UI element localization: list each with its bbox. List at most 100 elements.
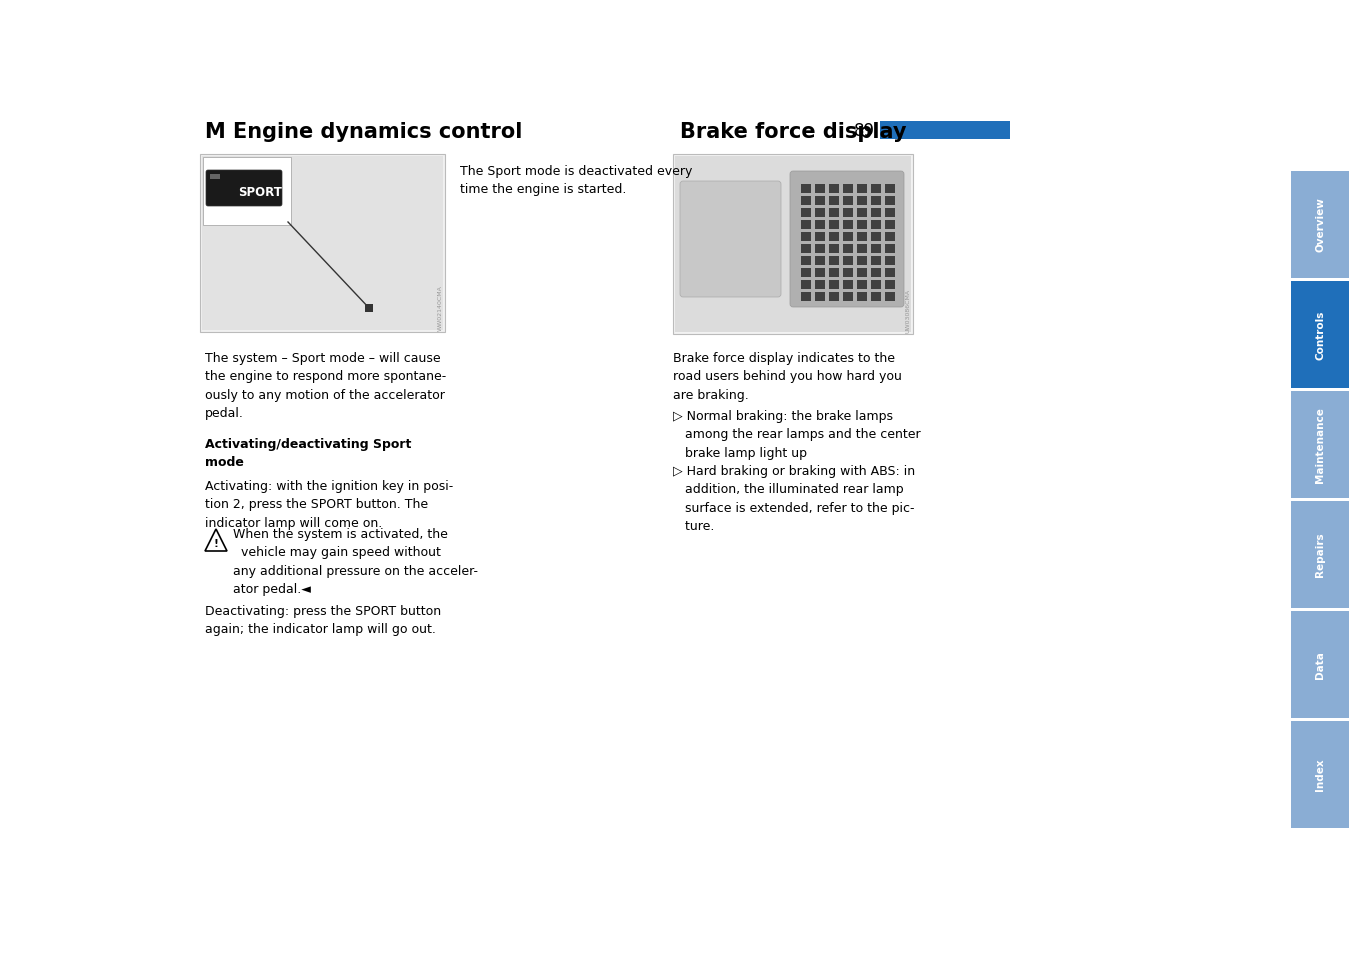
Bar [871,209,881,218]
Bar [885,256,894,266]
Text: The Sport mode is deactivated every
time the engine is started.: The Sport mode is deactivated every time… [459,165,692,195]
Text: Controls: Controls [1315,310,1325,359]
Bar [857,196,867,206]
Bar [843,196,852,206]
Bar [857,269,867,277]
Bar [200,154,444,333]
Text: Maintenance: Maintenance [1315,407,1325,482]
Bar [1292,172,1350,278]
Bar [815,221,825,230]
Bar [857,245,867,253]
Bar [843,221,852,230]
Bar [830,185,839,193]
Text: Index: Index [1315,758,1325,790]
Bar [815,281,825,290]
Bar [365,305,373,313]
Text: SPORT: SPORT [238,185,282,198]
Bar [885,196,894,206]
Text: Activating/deactivating Sport
mode: Activating/deactivating Sport mode [205,437,411,469]
Bar [857,281,867,290]
Text: Brake force display indicates to the
road users behind you how hard you
are brak: Brake force display indicates to the roa… [673,352,902,401]
Bar [857,209,867,218]
Bar [843,209,852,218]
Bar [843,245,852,253]
Bar [843,293,852,302]
Text: Data: Data [1315,650,1325,679]
Bar [871,293,881,302]
Bar [843,269,852,277]
Bar [801,245,811,253]
Bar [815,233,825,242]
Bar [871,256,881,266]
Bar [830,269,839,277]
Bar [885,293,894,302]
Text: 89: 89 [854,122,875,140]
Text: M Engine dynamics control: M Engine dynamics control [205,122,523,142]
Bar [1292,391,1350,498]
Bar [1292,720,1350,827]
Bar [830,196,839,206]
Bar [1292,611,1350,718]
FancyBboxPatch shape [790,172,904,308]
Bar [843,256,852,266]
Text: UW03086CMA: UW03086CMA [907,289,911,333]
Bar [830,293,839,302]
Bar [801,233,811,242]
Bar [880,122,1011,140]
Text: ▷ Hard braking or braking with ABS: in
   addition, the illuminated rear lamp
  : ▷ Hard braking or braking with ABS: in a… [673,464,915,533]
Bar [871,269,881,277]
Bar [885,209,894,218]
Bar [885,269,894,277]
Bar [801,256,811,266]
Text: Overview: Overview [1315,197,1325,253]
Bar [857,293,867,302]
Text: WW02140CMA: WW02140CMA [438,285,443,331]
Bar [830,256,839,266]
Bar [801,196,811,206]
Bar [815,196,825,206]
Bar [815,293,825,302]
Bar [830,281,839,290]
Bar [843,185,852,193]
Bar [857,256,867,266]
Bar [676,157,911,333]
Text: Brake force display: Brake force display [680,122,907,142]
Bar [815,269,825,277]
Bar [843,233,852,242]
Bar [801,209,811,218]
Bar [857,233,867,242]
Bar [871,221,881,230]
Text: Repairs: Repairs [1315,532,1325,577]
Bar [801,221,811,230]
Bar [830,221,839,230]
Bar [1292,281,1350,388]
Text: The system – Sport mode – will cause
the engine to respond more spontane-
ously : The system – Sport mode – will cause the… [205,352,446,420]
Bar [203,158,290,226]
Text: When the system is activated, the
  vehicle may gain speed without
any additiona: When the system is activated, the vehicl… [232,527,478,596]
Bar [801,185,811,193]
Text: !: ! [213,538,219,549]
Bar [885,185,894,193]
Bar [815,256,825,266]
FancyBboxPatch shape [680,182,781,297]
Bar [857,221,867,230]
Bar [871,281,881,290]
Bar [1292,501,1350,608]
Bar [801,281,811,290]
Bar [885,245,894,253]
Bar [815,245,825,253]
Bar [871,196,881,206]
Bar [801,293,811,302]
Bar [830,245,839,253]
Bar [801,269,811,277]
Polygon shape [205,530,227,552]
Bar [203,157,443,331]
Text: Activating: with the ignition key in posi-
tion 2, press the SPORT button. The
i: Activating: with the ignition key in pos… [205,479,453,530]
Bar [871,233,881,242]
Bar [209,174,220,180]
Bar [885,233,894,242]
Bar [885,221,894,230]
Text: ▷ Normal braking: the brake lamps
   among the rear lamps and the center
   brak: ▷ Normal braking: the brake lamps among … [673,410,920,459]
Bar [830,233,839,242]
Bar [885,281,894,290]
